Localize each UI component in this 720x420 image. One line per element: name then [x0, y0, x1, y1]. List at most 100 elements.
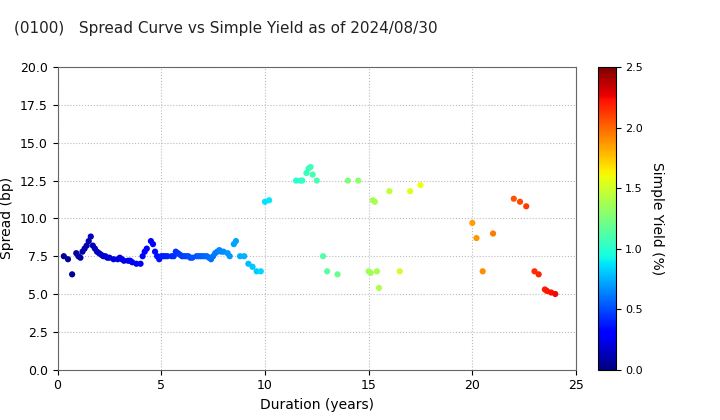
- Point: [373, 285, 384, 291]
- Point: [514, 198, 526, 205]
- Point: [81, 242, 92, 249]
- Point: [353, 177, 364, 184]
- Point: [162, 253, 174, 260]
- Point: [151, 253, 163, 260]
- Point: [127, 259, 138, 265]
- Point: [147, 241, 158, 247]
- Point: [160, 253, 171, 260]
- Point: [99, 253, 111, 260]
- Point: [307, 171, 318, 178]
- Point: [97, 253, 109, 260]
- Point: [205, 256, 217, 262]
- Point: [62, 256, 73, 262]
- Point: [125, 257, 136, 264]
- Point: [83, 238, 94, 244]
- Point: [549, 291, 561, 297]
- Point: [332, 271, 343, 278]
- Point: [212, 248, 223, 255]
- Point: [318, 253, 329, 260]
- Point: [170, 248, 181, 255]
- Point: [251, 268, 262, 275]
- Text: (0100)   Spread Curve vs Simple Yield as of 2024/08/30: (0100) Spread Curve vs Simple Yield as o…: [14, 21, 438, 36]
- Point: [311, 177, 323, 184]
- Point: [342, 177, 354, 184]
- Point: [77, 248, 89, 255]
- Point: [199, 253, 210, 260]
- Point: [116, 256, 127, 262]
- Point: [141, 245, 153, 252]
- Point: [122, 257, 134, 264]
- Point: [118, 257, 130, 264]
- Point: [533, 271, 544, 278]
- Point: [238, 253, 250, 260]
- Point: [255, 268, 266, 275]
- Point: [71, 250, 82, 257]
- Point: [487, 230, 499, 237]
- Point: [193, 253, 204, 260]
- Point: [207, 253, 219, 260]
- Point: [66, 271, 78, 278]
- Point: [158, 253, 169, 260]
- Point: [234, 253, 246, 260]
- Point: [224, 253, 235, 260]
- Point: [247, 263, 258, 270]
- Point: [108, 256, 120, 262]
- Point: [112, 256, 124, 262]
- Point: [203, 255, 215, 261]
- Point: [174, 251, 186, 258]
- Point: [321, 268, 333, 275]
- Point: [415, 182, 426, 189]
- Point: [294, 177, 306, 184]
- Point: [217, 248, 229, 255]
- Point: [363, 268, 374, 275]
- Point: [290, 177, 302, 184]
- Point: [75, 255, 86, 261]
- Y-axis label: Simple Yield (%): Simple Yield (%): [650, 162, 664, 275]
- Point: [104, 255, 115, 261]
- Point: [297, 177, 308, 184]
- Point: [91, 248, 103, 255]
- Point: [539, 286, 551, 293]
- Point: [372, 268, 383, 275]
- X-axis label: Duration (years): Duration (years): [260, 398, 374, 412]
- Point: [73, 253, 84, 260]
- Point: [130, 260, 142, 267]
- Point: [222, 250, 233, 257]
- Point: [369, 198, 381, 205]
- Point: [228, 241, 240, 247]
- Point: [521, 203, 532, 210]
- Point: [191, 253, 202, 260]
- Point: [243, 260, 254, 267]
- Point: [85, 233, 96, 240]
- Point: [95, 251, 107, 258]
- Point: [168, 253, 179, 260]
- Point: [367, 197, 379, 204]
- Point: [145, 238, 157, 244]
- Point: [201, 253, 212, 260]
- Point: [179, 253, 190, 260]
- Y-axis label: Spread (bp): Spread (bp): [1, 177, 14, 260]
- Point: [365, 270, 377, 276]
- Point: [182, 253, 194, 260]
- Point: [302, 165, 314, 172]
- Point: [471, 235, 482, 242]
- Point: [467, 220, 478, 226]
- Point: [135, 260, 146, 267]
- Point: [58, 253, 70, 260]
- Point: [94, 250, 105, 257]
- Point: [172, 250, 184, 257]
- Point: [264, 197, 275, 204]
- Point: [541, 288, 553, 294]
- Point: [528, 268, 540, 275]
- Point: [394, 268, 405, 275]
- Point: [139, 248, 150, 255]
- Point: [214, 247, 225, 254]
- Point: [102, 255, 113, 261]
- Point: [89, 245, 101, 252]
- Point: [87, 242, 99, 249]
- Point: [508, 195, 520, 202]
- Point: [195, 253, 207, 260]
- Point: [259, 198, 271, 205]
- Point: [305, 164, 316, 171]
- Point: [216, 248, 228, 255]
